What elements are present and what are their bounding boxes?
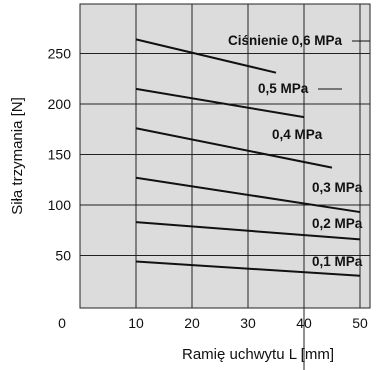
series-line <box>135 260 361 277</box>
x-axis-title: Ramię uchwytu L [mm] <box>182 346 334 363</box>
y-tick-label: 50 <box>55 248 71 264</box>
origin-label: 0 <box>58 315 66 331</box>
series-label: 0,4 MPa <box>272 127 323 142</box>
series-labels: Ciśnienie 0,6 MPa 0,5 MPa 0,4 MPa 0,3 MPa 0,… <box>228 33 363 269</box>
series-label: 0,2 MPa <box>312 216 363 231</box>
series-label: 0,1 MPa <box>312 254 363 269</box>
series-line <box>135 176 361 214</box>
x-tick-labels: 10 20 30 40 50 <box>128 315 368 331</box>
x-tick-label: 30 <box>240 315 256 331</box>
y-tick-label: 150 <box>48 147 72 163</box>
x-tick-label: 40 <box>296 315 312 331</box>
label-leaders <box>318 40 370 90</box>
series-lines <box>135 38 361 277</box>
y-axis-title: Siła trzymania [N] <box>9 97 26 215</box>
series-line <box>135 38 277 74</box>
y-tick-label: 250 <box>48 46 72 62</box>
series-label: Ciśnienie 0,6 MPa <box>228 33 343 48</box>
series-line <box>135 87 305 119</box>
y-tick-labels: 50 100 150 200 250 <box>48 46 72 264</box>
x-tick-label: 20 <box>184 315 200 331</box>
y-tick-label: 100 <box>48 197 72 213</box>
y-tick-label: 200 <box>48 96 72 112</box>
series-line <box>135 127 333 169</box>
plot-area <box>79 3 371 309</box>
series-line <box>135 221 361 241</box>
series-label: 0,3 MPa <box>312 180 363 195</box>
x-tick-label: 50 <box>352 315 368 331</box>
series-label: 0,5 MPa <box>258 81 309 96</box>
x-tick-label: 10 <box>128 315 144 331</box>
